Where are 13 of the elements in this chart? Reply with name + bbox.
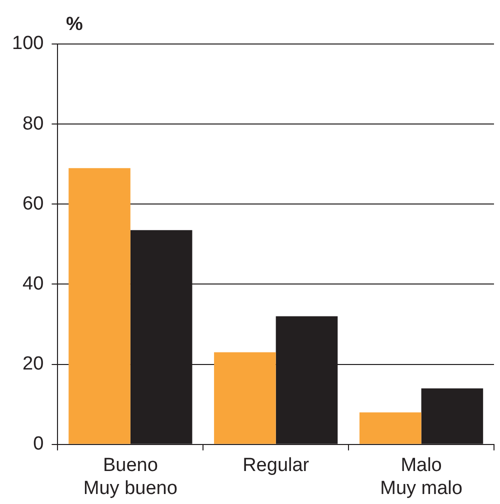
y-tick-label: 40	[22, 273, 44, 294]
y-axis-title: %	[66, 14, 83, 36]
y-tick-label: 60	[22, 193, 44, 214]
y-tick-label: 0	[33, 434, 44, 455]
x-tick-label: Regular	[242, 455, 310, 476]
x-tick-label: Malo Muy malo	[380, 455, 462, 499]
y-tick-label: 20	[22, 354, 44, 375]
bar	[214, 352, 276, 444]
y-tick-label: 100	[12, 33, 44, 54]
bar	[359, 412, 422, 444]
bar	[68, 168, 130, 444]
y-tick-label: 80	[22, 113, 44, 134]
x-tick-label: Bueno Muy bueno	[83, 455, 178, 499]
